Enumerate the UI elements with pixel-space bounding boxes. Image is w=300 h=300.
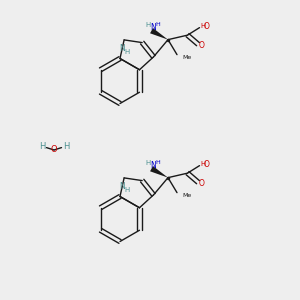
Text: O: O bbox=[51, 146, 57, 154]
Text: O: O bbox=[203, 22, 209, 31]
Text: H: H bbox=[156, 22, 161, 27]
Text: H: H bbox=[39, 142, 45, 151]
Text: H: H bbox=[63, 142, 69, 151]
Text: H: H bbox=[124, 187, 129, 193]
Text: O: O bbox=[203, 160, 209, 169]
Text: N: N bbox=[120, 44, 125, 53]
Text: H: H bbox=[200, 161, 205, 167]
Text: Me: Me bbox=[182, 193, 192, 197]
Polygon shape bbox=[150, 166, 168, 178]
Text: H: H bbox=[156, 160, 161, 165]
Polygon shape bbox=[150, 28, 168, 40]
Text: Me: Me bbox=[182, 55, 192, 59]
Text: H: H bbox=[145, 22, 151, 28]
Text: O: O bbox=[199, 41, 205, 50]
Text: N: N bbox=[150, 160, 156, 169]
Text: N: N bbox=[150, 22, 156, 32]
Text: O: O bbox=[199, 179, 205, 188]
Text: H: H bbox=[124, 49, 129, 55]
Text: N: N bbox=[120, 182, 125, 191]
Text: H: H bbox=[145, 160, 151, 166]
Text: H: H bbox=[200, 23, 205, 29]
